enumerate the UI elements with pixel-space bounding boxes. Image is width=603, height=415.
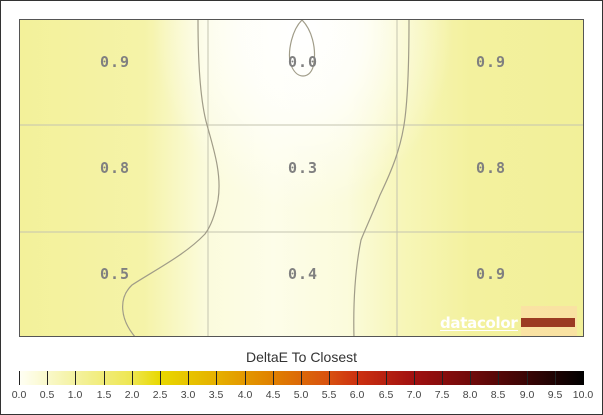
heatmap-overlay bbox=[20, 20, 583, 336]
colorbar-tick-label: 5.5 bbox=[321, 389, 337, 401]
colorbar-tick bbox=[216, 371, 217, 385]
colorbar-tick bbox=[386, 371, 387, 385]
colorbar-tick bbox=[329, 371, 330, 385]
uniformity-heatmap: 0.9 0.0 0.9 0.8 0.3 0.8 0.5 0.4 0.9 data… bbox=[19, 19, 584, 337]
colorbar-tick-label: 9.0 bbox=[519, 389, 535, 401]
colorbar-tick-label: 8.0 bbox=[462, 389, 478, 401]
colorbar-tick-label: 9.5 bbox=[547, 389, 563, 401]
cell-value: 0.3 bbox=[287, 159, 319, 177]
colorbar-tick-label: 4.0 bbox=[237, 389, 253, 401]
colorbar-tick-label: 3.5 bbox=[208, 389, 224, 401]
colorbar-tick bbox=[527, 371, 528, 385]
colorbar-tick bbox=[470, 371, 471, 385]
colorbar-tick bbox=[301, 371, 302, 385]
colorbar-tick-label: 1.5 bbox=[96, 389, 112, 401]
cell-value: 0.9 bbox=[475, 53, 507, 71]
colorbar-tick-label: 10.0 bbox=[572, 389, 594, 401]
contour-lines bbox=[122, 20, 410, 336]
cell-value: 0.8 bbox=[99, 159, 131, 177]
colorbar-tick-label: 2.0 bbox=[124, 389, 140, 401]
colorbar-tick bbox=[442, 371, 443, 385]
colorbar-tick bbox=[19, 371, 20, 385]
colorbar-tick bbox=[357, 371, 358, 385]
colorbar-tick bbox=[188, 371, 189, 385]
cell-value: 0.0 bbox=[287, 53, 319, 71]
logo-text: datacolor bbox=[440, 314, 518, 332]
colorbar-tick-label: 0.5 bbox=[39, 389, 55, 401]
colorbar-tick-label: 2.5 bbox=[152, 389, 168, 401]
colorbar-tick bbox=[273, 371, 274, 385]
cell-value: 0.5 bbox=[99, 265, 131, 283]
colorbar-tick-label: 6.0 bbox=[349, 389, 365, 401]
colorbar-tick bbox=[245, 371, 246, 385]
colorbar-title: DeltaE To Closest bbox=[245, 349, 357, 365]
colorbar-tick-label: 6.5 bbox=[378, 389, 394, 401]
colorbar-tick-label: 7.5 bbox=[434, 389, 450, 401]
colorbar-tick bbox=[160, 371, 161, 385]
cell-value: 0.9 bbox=[475, 265, 507, 283]
colorbar-tick-label: 7.0 bbox=[406, 389, 422, 401]
colorbar-tick bbox=[498, 371, 499, 385]
colorbar-tick-label: 1.0 bbox=[67, 389, 83, 401]
colorbar-tick bbox=[555, 371, 556, 385]
colorbar-tick-label: 3.0 bbox=[180, 389, 196, 401]
logo-bar bbox=[521, 318, 575, 327]
colorbar-tick bbox=[75, 371, 76, 385]
colorbar-tick bbox=[104, 371, 105, 385]
cell-value: 0.4 bbox=[287, 265, 319, 283]
cell-value: 0.8 bbox=[475, 159, 507, 177]
colorbar-tick-label: 5.0 bbox=[293, 389, 309, 401]
colorbar-tick-label: 0.0 bbox=[11, 389, 27, 401]
colorbar-tick-label: 4.5 bbox=[265, 389, 281, 401]
colorbar-tick-label: 8.5 bbox=[490, 389, 506, 401]
gridlines bbox=[20, 20, 583, 336]
colorbar-tick bbox=[47, 371, 48, 385]
cell-value: 0.9 bbox=[99, 53, 131, 71]
colorbar-tick bbox=[132, 371, 133, 385]
colorbar-tick bbox=[414, 371, 415, 385]
